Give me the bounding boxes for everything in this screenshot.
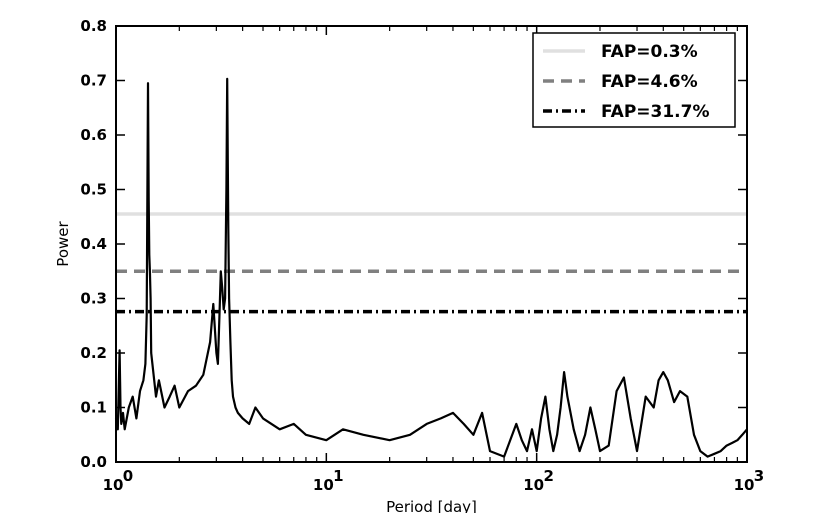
x-tick-label: 10 bbox=[523, 476, 544, 494]
axis-ticks bbox=[115, 25, 748, 463]
fap-threshold-lines bbox=[116, 212, 747, 314]
power-series bbox=[114, 77, 748, 458]
y-tick-labels: 0.0 0.1 0.2 0.3 0.4 0.5 0.6 0.7 0.8 bbox=[80, 17, 107, 471]
y-tick-label: 0.0 bbox=[80, 453, 107, 471]
legend-label: FAP=31.7% bbox=[601, 102, 710, 122]
y-tick-label: 0.3 bbox=[80, 290, 107, 308]
y-tick-label: 0.7 bbox=[80, 72, 107, 90]
x-tick-label: 10 bbox=[313, 476, 334, 494]
x-tick-label: 10 bbox=[734, 476, 755, 494]
y-tick-label: 0.5 bbox=[80, 181, 107, 199]
x-axis-label: Period [day] bbox=[386, 498, 477, 513]
y-tick-label: 0.8 bbox=[80, 17, 107, 35]
x-tick-exponent: 1 bbox=[333, 467, 343, 485]
legend-label: FAP=0.3% bbox=[601, 42, 698, 62]
x-tick-label: 10 bbox=[103, 476, 124, 494]
y-tick-label: 0.6 bbox=[80, 126, 107, 144]
y-tick-label: 0.1 bbox=[80, 399, 107, 417]
x-tick-exponent: 0 bbox=[123, 467, 133, 485]
y-axis-label: Power bbox=[54, 220, 72, 266]
y-tick-label: 0.4 bbox=[80, 235, 107, 253]
x-tick-exponent: 3 bbox=[754, 467, 764, 485]
legend: FAP=0.3% FAP=4.6% FAP=31.7% bbox=[532, 32, 736, 128]
x-tick-labels: 10 0 10 1 10 2 10 3 bbox=[103, 467, 765, 494]
series-line-1 bbox=[114, 77, 748, 458]
x-tick-exponent: 2 bbox=[543, 467, 553, 485]
legend-label: FAP=4.6% bbox=[601, 72, 698, 92]
y-tick-label: 0.2 bbox=[80, 344, 107, 362]
